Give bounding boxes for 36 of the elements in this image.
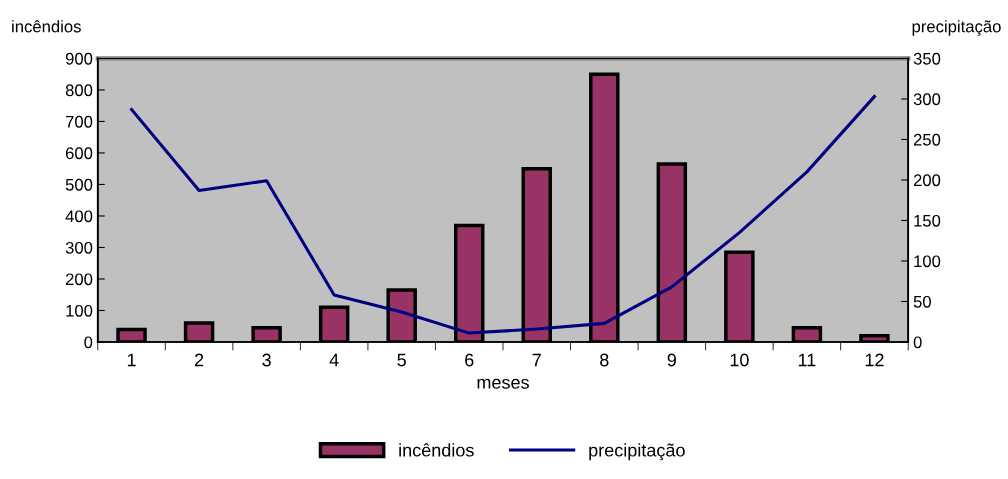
y-tick-label: 100 (66, 304, 93, 317)
x-axis-title: meses (477, 378, 529, 389)
y2-axis-title: precipitação (912, 20, 1001, 36)
y-tick-label: 0 (84, 336, 93, 349)
y2-tick-label: 200 (913, 174, 941, 187)
y-tick-label: 600 (65, 147, 93, 160)
y2-tick-label: 0 (913, 336, 922, 349)
y-tick-label: 800 (65, 84, 93, 97)
x-tick-label: 12 (865, 353, 884, 367)
legend-label: incêndios (399, 443, 474, 457)
x-tick-label: 8 (600, 353, 609, 367)
y2-tick-label: 250 (913, 133, 941, 146)
x-tick-label: 1 (127, 353, 136, 367)
x-tick-label: 6 (465, 353, 474, 367)
y-axis-title: incêndios (12, 20, 81, 33)
x-tick-label: 7 (532, 353, 541, 367)
y-tick-label: 400 (65, 210, 93, 223)
x-tick-label: 4 (329, 353, 339, 367)
x-tick-label: 3 (262, 353, 271, 367)
y2-tick-label: 150 (914, 214, 941, 227)
y-tick-label: 500 (65, 178, 93, 191)
y-tick-label: 900 (65, 52, 93, 65)
line-series (130, 94, 876, 335)
y2-tick-label: 50 (913, 295, 931, 308)
legend-label: precipitação (589, 443, 685, 461)
y2-tick-label: 100 (914, 255, 941, 268)
y2-tick-label: 350 (913, 52, 941, 65)
y2-tick-label: 300 (913, 93, 941, 106)
x-tick-label: 2 (194, 353, 204, 367)
x-tick-label: 11 (798, 353, 816, 367)
x-tick-label: 9 (667, 353, 676, 367)
x-tick-label: 5 (397, 353, 406, 367)
y-tick-label: 700 (65, 115, 93, 128)
y-tick-label: 300 (65, 241, 93, 254)
x-tick-label: 10 (730, 353, 749, 367)
y-tick-label: 200 (65, 273, 93, 286)
